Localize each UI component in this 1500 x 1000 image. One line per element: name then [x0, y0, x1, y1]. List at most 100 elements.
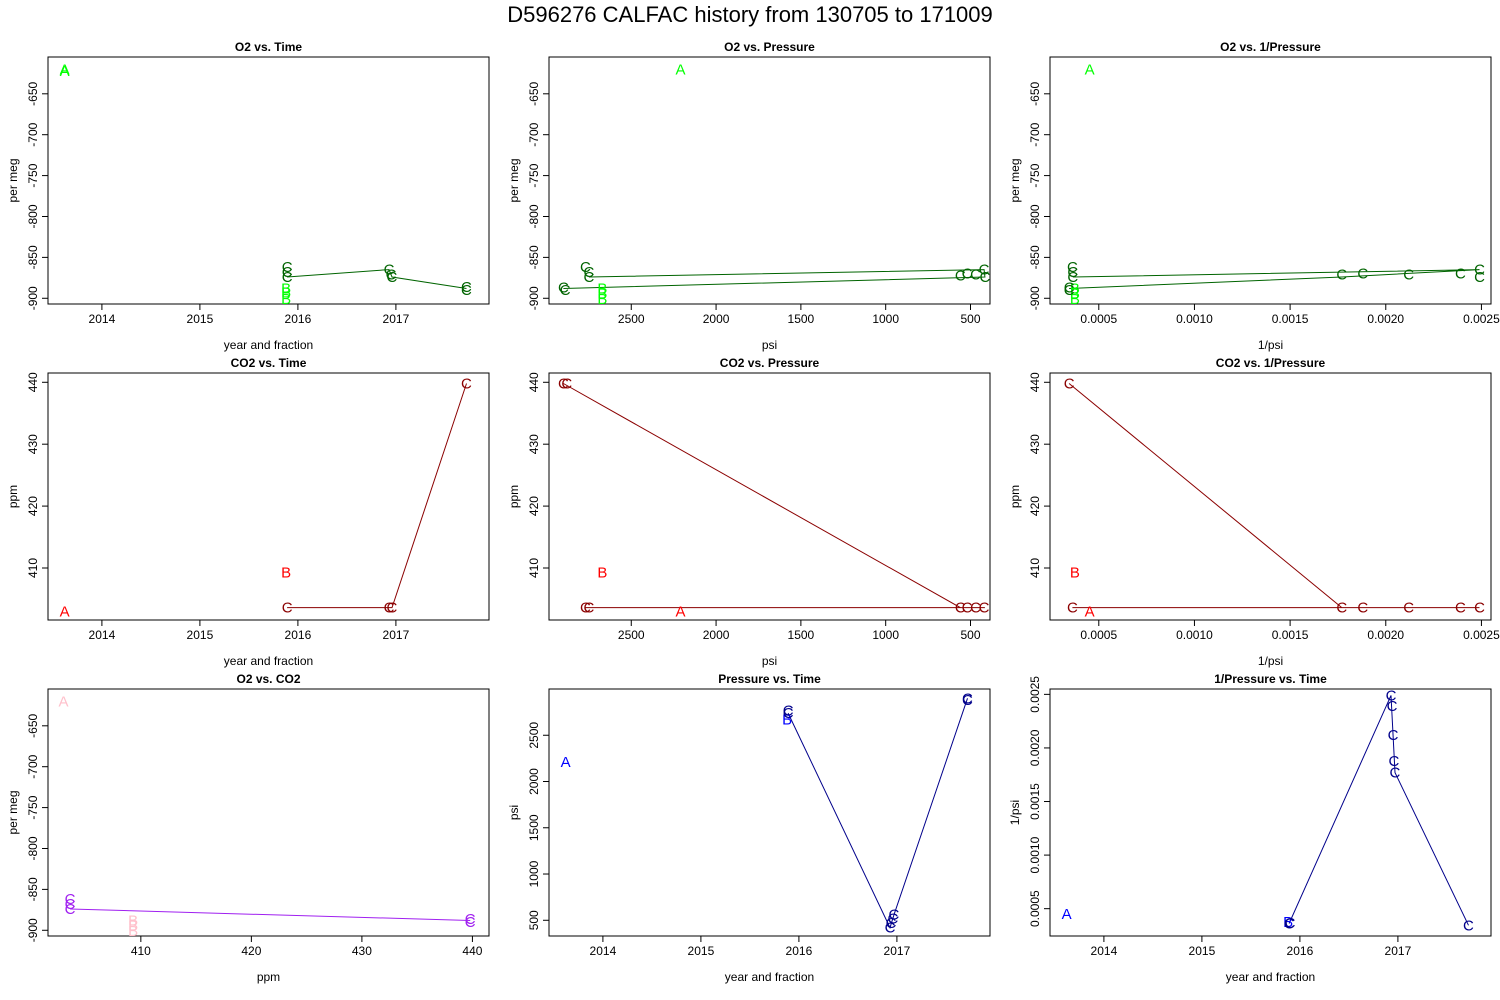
x-tick-label: 2014: [89, 628, 116, 642]
data-point-c: C: [962, 692, 973, 709]
data-point-b: B: [1070, 564, 1080, 581]
y-tick-label: -700: [26, 754, 40, 778]
y-tick-label: -850: [527, 245, 541, 269]
data-point-c: C: [1387, 698, 1398, 715]
page-title: D596276 CALFAC history from 130705 to 17…: [507, 2, 993, 27]
x-axis-label: psi: [762, 654, 777, 668]
y-tick-label: 440: [26, 372, 40, 392]
y-axis-label: per meg: [6, 158, 20, 202]
panel-title: Pressure vs. Time: [718, 672, 821, 686]
data-point-c: C: [979, 262, 990, 279]
y-tick-label: 430: [26, 434, 40, 454]
data-point-c: C: [465, 911, 476, 928]
data-point-c: C: [282, 600, 293, 617]
data-point-b: B: [128, 912, 138, 929]
y-tick-label: 1000: [527, 860, 541, 887]
data-point-a: A: [675, 603, 685, 620]
data-point-c: C: [1474, 262, 1485, 279]
panel-title: CO2 vs. 1/Pressure: [1216, 356, 1326, 370]
data-point-c: C: [65, 901, 76, 918]
data-point-b: B: [281, 280, 291, 297]
data-point-c: C: [65, 896, 76, 913]
panel-o2-inv-pressure: O2 vs. 1/Pressure 1/psi per meg 0.0005 0.001…: [1008, 40, 1500, 352]
data-point-a: A: [60, 61, 70, 78]
x-tick-label: 0.0020: [1367, 312, 1404, 326]
y-tick-label: 440: [527, 372, 541, 392]
x-axis-label: 1/psi: [1258, 338, 1283, 352]
data-point-b: B: [597, 291, 607, 308]
x-tick-label: 0.0010: [1176, 628, 1213, 642]
data-point-c: C: [1403, 600, 1414, 617]
y-tick-label: 430: [527, 434, 541, 454]
data-point-c: C: [282, 259, 293, 276]
x-tick-label: 1000: [872, 628, 899, 642]
x-axis-label: ppm: [257, 970, 280, 984]
panel-pressure-time: Pressure vs. Time year and fraction psi 201…: [507, 672, 991, 984]
data-point-c: C: [461, 376, 472, 393]
x-axis-label: year and fraction: [725, 970, 814, 984]
x-axis-label: psi: [762, 338, 777, 352]
data-point-b: B: [281, 564, 291, 581]
x-tick-label: 500: [960, 628, 980, 642]
data-point-c: C: [979, 600, 990, 617]
y-tick-label: 0.0025: [1028, 676, 1042, 713]
y-tick-label: -650: [527, 81, 541, 105]
y-axis-label: ppm: [1008, 485, 1022, 508]
series-line: [1069, 269, 1480, 289]
data-point-a: A: [561, 754, 571, 771]
data-point-c: C: [1067, 269, 1078, 286]
x-axis-label: year and fraction: [224, 338, 313, 352]
x-tick-label: 0.0010: [1176, 312, 1213, 326]
plot-frame: [47, 688, 490, 937]
data-point-c: C: [1285, 915, 1296, 932]
series-line: [287, 383, 467, 609]
y-tick-label: -800: [26, 836, 40, 860]
x-tick-label: 2015: [1189, 944, 1216, 958]
y-axis-label: psi: [507, 805, 521, 820]
data-point-b: B: [1283, 914, 1293, 931]
series-line: [1288, 695, 1469, 926]
series-line: [70, 908, 471, 921]
data-point-c: C: [1386, 687, 1397, 704]
x-tick-label: 2017: [1385, 944, 1412, 958]
panel-co2-time: CO2 vs. Time year and fraction ppm 2014 2015…: [6, 356, 490, 668]
data-point-c: C: [580, 600, 591, 617]
x-tick-label: 2015: [688, 944, 715, 958]
panel-o2-pressure: O2 vs. Pressure psi per meg 2500 2000 1500 100…: [507, 40, 991, 352]
x-tick-label: 2015: [187, 628, 214, 642]
data-point-c: C: [465, 914, 476, 931]
data-point-c: C: [1336, 267, 1347, 284]
x-tick-label: 2500: [618, 312, 645, 326]
x-tick-label: 2016: [285, 312, 312, 326]
y-tick-label: 410: [527, 558, 541, 578]
data-point-a: A: [1085, 603, 1095, 620]
data-point-c: C: [1357, 600, 1368, 617]
data-point-c: C: [888, 910, 899, 927]
data-point-c: C: [384, 600, 395, 617]
data-point-c: C: [1284, 915, 1295, 932]
data-point-c: C: [886, 915, 897, 932]
data-point-c: C: [1067, 600, 1078, 617]
y-tick-label: -650: [26, 713, 40, 737]
x-tick-label: 0.0005: [1080, 312, 1117, 326]
panel-o2-time: O2 vs. Time year and fraction per meg 2014 2…: [6, 40, 490, 352]
x-tick-label: 0.0005: [1080, 628, 1117, 642]
panel-title: O2 vs. Time: [235, 40, 302, 54]
x-tick-label: 0.0015: [1272, 312, 1309, 326]
x-tick-label: 2016: [1287, 944, 1314, 958]
x-tick-label: 2014: [1091, 944, 1118, 958]
plot-frame: [1049, 372, 1492, 621]
data-point-a: A: [58, 693, 68, 710]
x-axis-label: year and fraction: [1226, 970, 1315, 984]
data-point-c: C: [65, 891, 76, 908]
x-tick-label: 2017: [383, 312, 410, 326]
data-point-c: C: [962, 690, 973, 707]
data-point-c: C: [1455, 266, 1466, 283]
y-tick-label: -700: [527, 122, 541, 146]
y-tick-label: -900: [527, 286, 541, 310]
y-tick-label: -900: [26, 286, 40, 310]
data-point-c: C: [783, 705, 794, 722]
data-point-c: C: [282, 269, 293, 286]
x-tick-label: 430: [352, 944, 372, 958]
x-tick-label: 2016: [786, 944, 813, 958]
